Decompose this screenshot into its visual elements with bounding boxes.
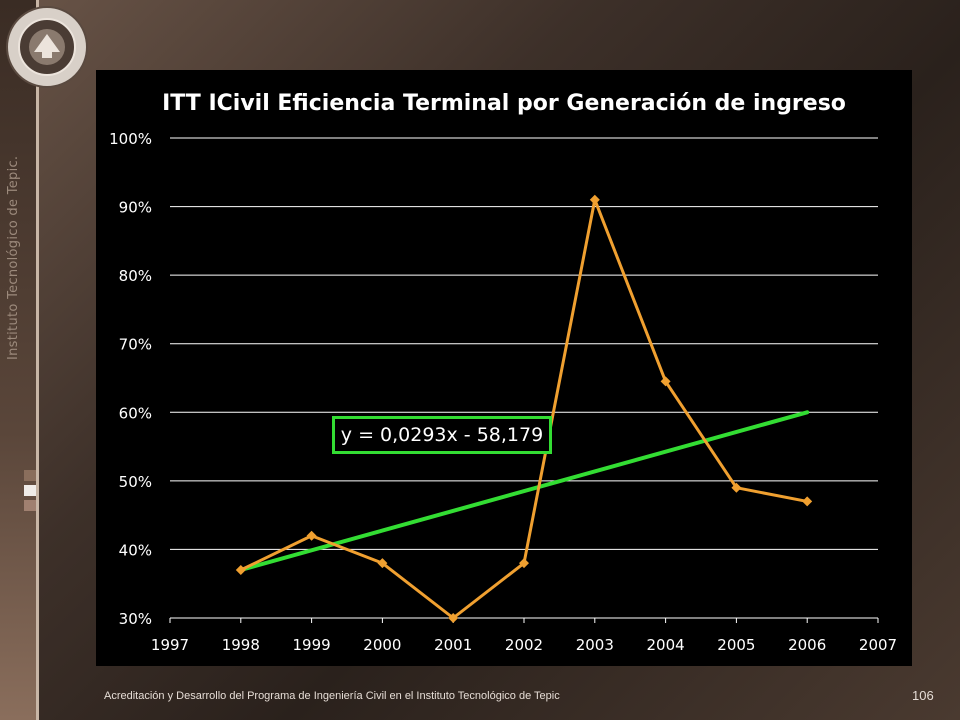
axis-layer: 30% 40% 50% 60% 70% 80% 90% 100% 1997 1998 1999 200…	[109, 130, 897, 654]
x-tick-label: 2000	[363, 636, 401, 654]
y-tick-label: 90%	[119, 199, 152, 217]
x-tick-label: 1999	[293, 636, 331, 654]
footer-text: Acreditación y Desarrollo del Programa d…	[104, 690, 560, 702]
y-tick-label: 60%	[119, 404, 152, 422]
grid-layer	[170, 137, 878, 619]
data-point-marker	[660, 376, 671, 387]
decorative-tick-marks	[24, 470, 36, 515]
page-number: 106	[912, 688, 934, 703]
y-tick-label: 80%	[119, 267, 152, 285]
y-tick-label: 40%	[119, 541, 152, 559]
y-tick-label: 50%	[119, 473, 152, 491]
chart-title: ITT ICivil Eficiencia Terminal por Gener…	[162, 91, 846, 116]
x-tick-label: 1998	[222, 636, 260, 654]
y-tick-label: 70%	[119, 336, 152, 354]
series-line	[240, 198, 808, 620]
x-tick-label: 2004	[647, 636, 685, 654]
x-tick-label: 2003	[576, 636, 614, 654]
data-point-marker	[731, 482, 742, 493]
x-tick-label: 2006	[788, 636, 826, 654]
series-layer	[235, 194, 813, 623]
y-tick-label: 30%	[119, 610, 152, 628]
sidebar-caption: Instituto Tecnológico de Tepic.	[6, 155, 21, 360]
x-tick-label: 2005	[717, 636, 755, 654]
data-point-marker	[519, 558, 529, 569]
data-point-marker	[448, 613, 459, 623]
x-tick-label: 1997	[151, 636, 189, 654]
data-point-marker	[306, 530, 317, 541]
chart-panel: ITT ICivil Eficiencia Terminal por Gener…	[96, 70, 912, 666]
chart-svg: ITT ICivil Eficiencia Terminal por Gener…	[109, 91, 897, 654]
left-edge-line	[36, 0, 39, 720]
x-tick-label: 2007	[859, 636, 897, 654]
data-point-marker	[589, 194, 600, 205]
left-band	[0, 0, 38, 720]
x-tick-label: 2002	[505, 636, 543, 654]
y-tick-label: 100%	[109, 130, 152, 148]
data-point-marker	[377, 558, 388, 569]
data-point-marker	[802, 496, 813, 507]
x-tick-label: 2001	[434, 636, 472, 654]
institute-seal-logo	[4, 4, 90, 90]
data-point-marker	[235, 565, 246, 575]
trendline-equation-label: y = 0,0293x - 58,179	[332, 416, 552, 454]
